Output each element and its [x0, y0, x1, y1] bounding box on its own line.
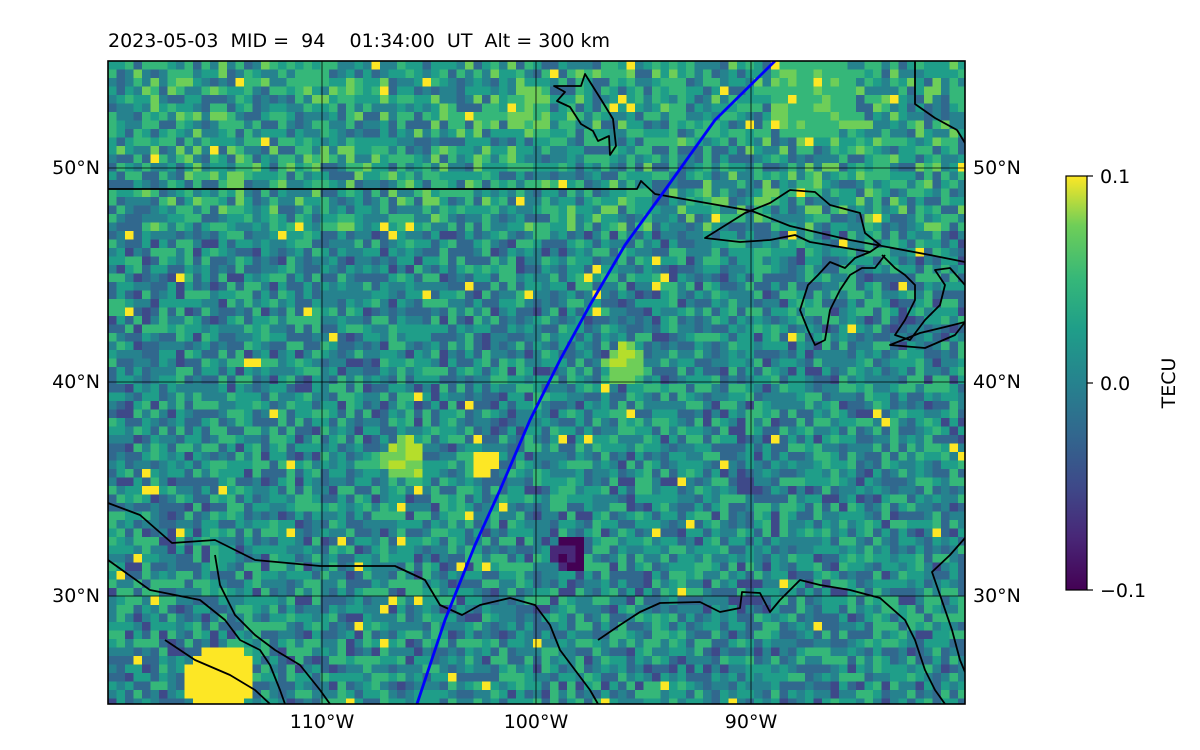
coastlines [108, 61, 965, 704]
lat-label-left: 40°N [52, 371, 100, 393]
lat-label-right: 40°N [973, 371, 1021, 393]
lon-label: 90°W [725, 711, 778, 733]
tec-raster [108, 61, 965, 704]
mexico-pacific-coast [164, 639, 271, 704]
lat-label-right: 30°N [973, 585, 1021, 607]
colorbar-tick-label: 0.0 [1100, 373, 1130, 395]
gridlines [108, 61, 965, 704]
lon-label: 110°W [290, 711, 355, 733]
labrador-coast [914, 61, 965, 144]
map-frame [107, 60, 966, 705]
colorbar [1065, 175, 1088, 591]
colorbar-tick-label: 0.1 [1100, 166, 1130, 188]
gulf-coast-mexico [108, 502, 599, 704]
map-title: 2023-05-03 MID = 94 01:34:00 UT Alt = 30… [108, 30, 611, 52]
map-panel [108, 61, 965, 704]
lake-erie [889, 321, 965, 349]
lat-label-right: 50°N [973, 157, 1021, 179]
colorbar-ticks [1087, 175, 1093, 591]
colorbar-label: TECU [1158, 358, 1180, 410]
baja-gulf-coast-east [214, 554, 331, 704]
hudson-bay-coast [553, 73, 617, 156]
lat-label-left: 50°N [52, 157, 100, 179]
baja-gulf-coast-west [108, 559, 286, 704]
colorbar-tick-label: −0.1 [1100, 580, 1146, 602]
satellite-track [415, 61, 776, 704]
lake-superior [704, 189, 881, 253]
florida-atlantic-coast [931, 537, 965, 673]
lake-huron [881, 254, 965, 341]
lon-label: 100°W [504, 711, 569, 733]
lat-label-left: 30°N [52, 585, 100, 607]
lake-michigan [799, 251, 886, 346]
us-gulf-coast [597, 579, 946, 704]
